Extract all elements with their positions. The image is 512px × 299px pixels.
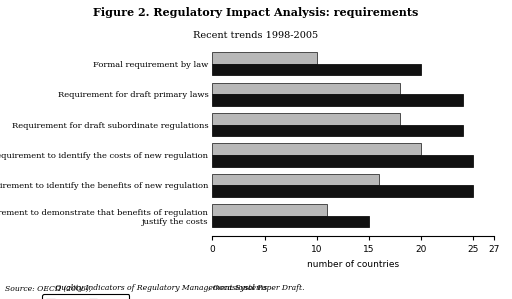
- Text: Figure 2. Regulatory Impact Analysis: requirements: Figure 2. Regulatory Impact Analysis: re…: [93, 7, 419, 19]
- Text: Quality Indicators of Regulatory Management Systems: Quality Indicators of Regulatory Managem…: [55, 284, 267, 292]
- Bar: [212, 52, 317, 64]
- Text: , Occasional Paper Draft.: , Occasional Paper Draft.: [208, 284, 304, 292]
- Bar: [212, 155, 473, 167]
- Bar: [212, 113, 400, 125]
- Legend: 2005, 1998: 2005, 1998: [42, 295, 129, 299]
- Bar: [212, 174, 379, 185]
- Bar: [212, 64, 421, 75]
- Bar: [212, 216, 369, 228]
- Bar: [212, 125, 463, 136]
- Text: Recent trends 1998-2005: Recent trends 1998-2005: [194, 31, 318, 40]
- Bar: [212, 83, 400, 94]
- Bar: [212, 144, 421, 155]
- Bar: [212, 185, 473, 197]
- Text: Source: OECD (2006),: Source: OECD (2006),: [5, 284, 94, 292]
- Bar: [212, 94, 463, 106]
- X-axis label: number of countries: number of countries: [307, 260, 399, 269]
- Bar: [212, 204, 327, 216]
